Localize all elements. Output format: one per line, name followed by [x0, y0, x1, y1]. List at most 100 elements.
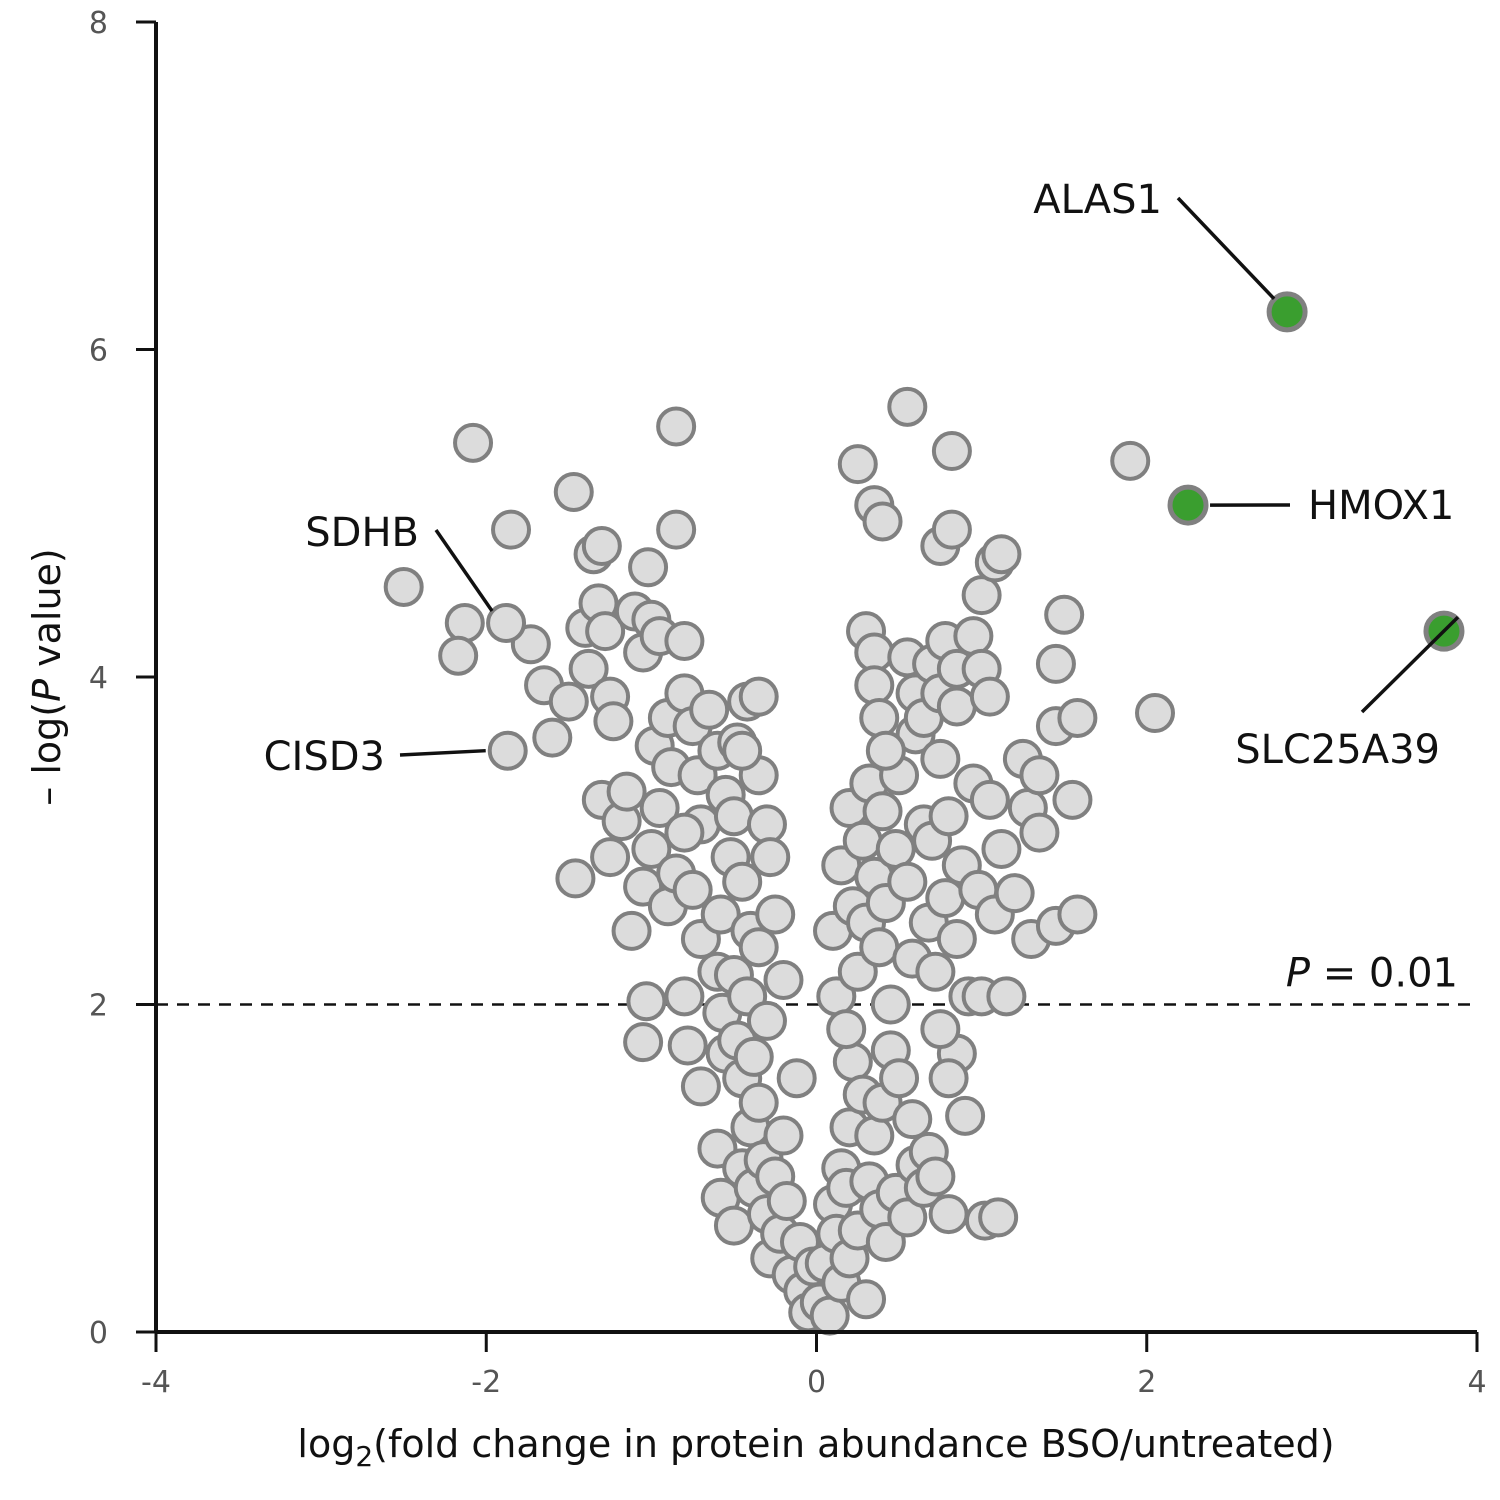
data-point — [656, 509, 697, 550]
data-point — [953, 616, 994, 657]
y-tick-label: 6 — [89, 334, 108, 369]
gene-label-hmox1: HMOX1 — [1308, 483, 1454, 529]
data-point — [969, 676, 1010, 717]
y-tick-label: 8 — [89, 6, 108, 41]
leader-line-alas1 — [1176, 196, 1276, 301]
labeled-point-sdhb — [486, 602, 527, 643]
data-point — [631, 828, 672, 869]
data-point — [969, 779, 1010, 820]
data-point — [453, 422, 494, 463]
data-point — [981, 534, 1022, 575]
data-point — [981, 828, 1022, 869]
data-point — [722, 730, 763, 771]
data-point — [854, 1115, 895, 1156]
threshold-label-rest: = 0.01 — [1310, 951, 1458, 997]
data-point — [854, 632, 895, 673]
highlighted-point-alas1 — [1266, 291, 1308, 333]
gene-labels: ALAS1 HMOX1 SLC25A39 SDHB CISD3 — [264, 177, 1460, 780]
gene-label-alas1: ALAS1 — [1033, 177, 1162, 223]
data-point — [978, 1197, 1019, 1238]
data-point — [859, 697, 900, 738]
data-point — [945, 1095, 986, 1136]
ticks: -4 -2 0 2 4 0 2 4 6 8 — [89, 6, 1487, 1400]
data-point — [383, 566, 424, 607]
data-point — [870, 984, 911, 1025]
data-point — [931, 509, 972, 550]
data-point — [928, 1058, 969, 1099]
data-point — [713, 1205, 754, 1246]
data-point — [837, 444, 878, 485]
x-tick-label: 4 — [1467, 1365, 1486, 1400]
x-axis-title-prefix: log — [297, 1422, 355, 1466]
x-axis-title-rest: (fold change in protein abundance BSO/un… — [373, 1422, 1334, 1466]
data-point — [766, 1181, 807, 1221]
data-point — [887, 861, 928, 902]
data-point — [585, 611, 626, 652]
x-axis-title-subscript: 2 — [355, 1440, 373, 1473]
y-axis-title-rest: value) — [25, 548, 69, 679]
data-point — [846, 1279, 887, 1320]
data-point — [928, 796, 969, 837]
data-point — [722, 861, 763, 902]
threshold-label: P = 0.01 — [1286, 951, 1458, 997]
data-point — [1052, 779, 1093, 820]
data-point — [590, 837, 631, 878]
data-point — [713, 796, 754, 837]
gene-label-cisd3: CISD3 — [264, 734, 385, 780]
labeled-point-cisd3 — [487, 730, 528, 771]
x-tick-label: -4 — [141, 1365, 171, 1400]
data-point — [755, 894, 796, 935]
data-point — [961, 575, 1002, 616]
data-points — [383, 386, 1176, 1336]
data-point — [936, 919, 977, 959]
data-point — [680, 1066, 721, 1107]
data-point — [986, 976, 1027, 1017]
y-tick-label: 4 — [89, 661, 108, 696]
data-point — [1110, 440, 1151, 481]
data-point — [555, 858, 596, 899]
data-point — [865, 730, 906, 771]
x-tick-label: -2 — [471, 1365, 501, 1400]
data-point — [639, 788, 680, 828]
data-point — [623, 1022, 664, 1063]
data-point — [581, 526, 622, 566]
data-point — [915, 1156, 956, 1197]
data-point — [746, 804, 787, 845]
threshold-label-italic: P — [1286, 951, 1311, 997]
data-point — [733, 1036, 774, 1077]
y-tick-label: 2 — [89, 989, 108, 1024]
data-point — [667, 1025, 708, 1066]
data-point — [738, 676, 779, 717]
data-point — [915, 951, 956, 992]
data-point — [672, 869, 713, 910]
data-point — [809, 1295, 850, 1336]
y-axis-title-prefix: – log( — [25, 702, 69, 806]
data-point — [1135, 693, 1176, 734]
data-point — [931, 431, 972, 472]
data-point — [738, 1082, 779, 1123]
axes — [154, 22, 1477, 1334]
data-point — [664, 976, 705, 1017]
data-point — [1057, 697, 1098, 738]
data-point — [700, 894, 741, 935]
data-point — [1044, 594, 1085, 635]
data-point — [568, 648, 609, 689]
data-point — [1035, 643, 1076, 684]
leader-line-sdhb — [434, 529, 494, 612]
data-point — [491, 509, 532, 550]
data-point — [532, 717, 573, 758]
data-point — [746, 1000, 787, 1041]
data-point — [920, 1009, 961, 1050]
data-point — [1019, 755, 1060, 796]
data-point — [854, 665, 895, 706]
data-point — [664, 812, 705, 853]
data-point — [689, 689, 730, 730]
data-point — [862, 791, 903, 832]
data-point — [925, 878, 966, 919]
data-point — [763, 1115, 804, 1156]
highlighted-point-hmox1 — [1167, 484, 1209, 526]
data-point — [776, 1058, 817, 1099]
data-point — [626, 981, 667, 1022]
y-tick-label: 0 — [89, 1316, 108, 1351]
leader-line-slc25a39 — [1360, 615, 1460, 714]
